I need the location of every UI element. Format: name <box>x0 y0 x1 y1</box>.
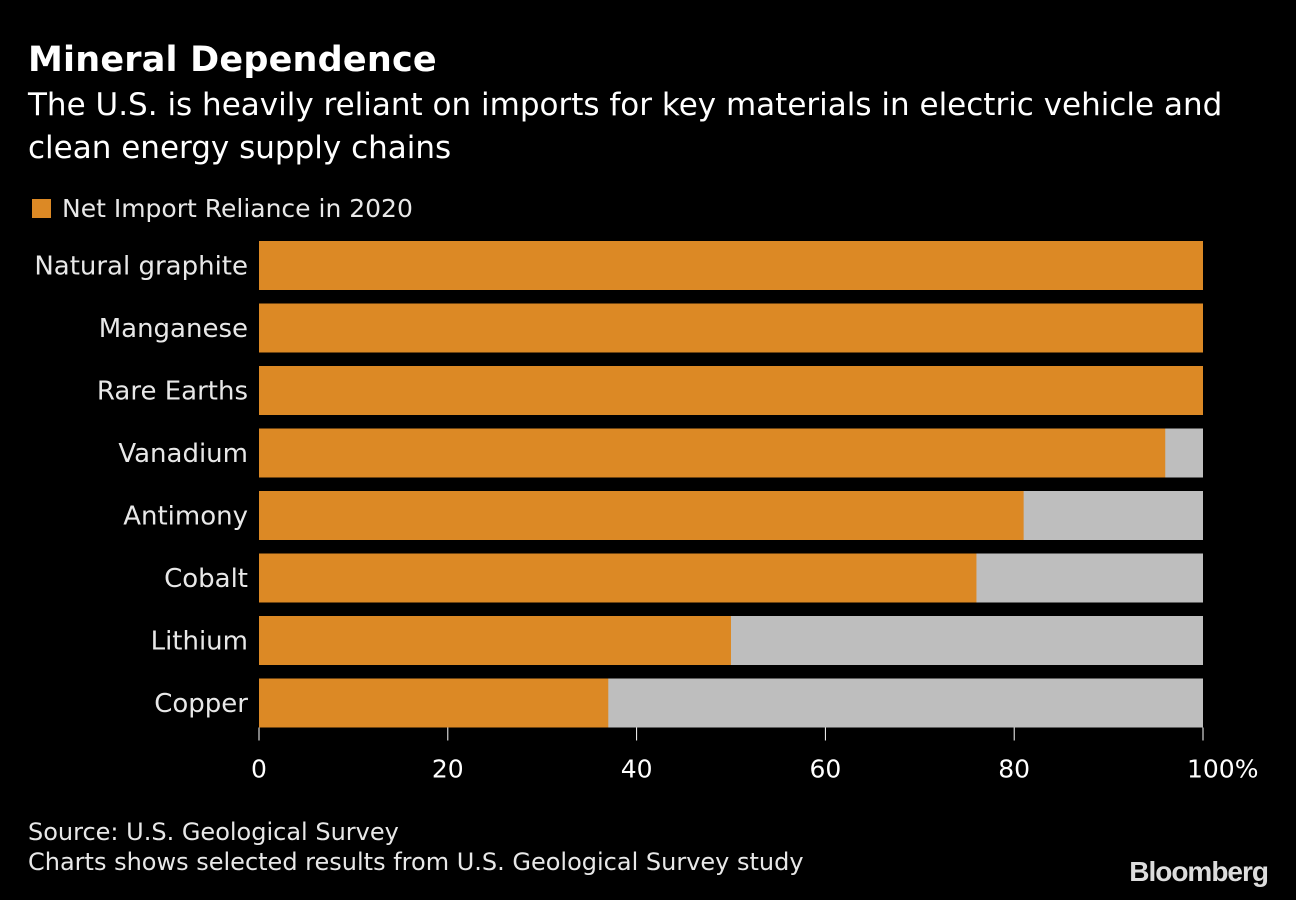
x-tick-label: 40 <box>621 755 653 784</box>
category-label: Lithium <box>151 627 248 657</box>
bar-natural-graphite <box>259 241 1203 290</box>
x-tick-label: 80 <box>998 755 1030 784</box>
x-tick-label: 100% <box>1187 755 1258 784</box>
legend-label: Net Import Reliance in 2020 <box>62 194 413 223</box>
x-tick-label: 0 <box>251 755 267 784</box>
x-tick-label: 20 <box>432 755 464 784</box>
category-label: Rare Earths <box>97 377 248 407</box>
bar-antimony <box>259 491 1024 540</box>
bar-lithium <box>259 616 731 665</box>
x-tick-label: 60 <box>809 755 841 784</box>
category-label: Natural graphite <box>34 252 248 282</box>
bar-rare-earths <box>259 366 1203 415</box>
bar-manganese <box>259 303 1203 353</box>
bar-copper <box>259 678 609 728</box>
legend: Net Import Reliance in 2020 <box>32 194 413 223</box>
source-note: Source: U.S. Geological Survey <box>28 818 399 846</box>
chart-title: Mineral Dependence <box>28 40 437 80</box>
bar-vanadium <box>259 428 1166 478</box>
chart-subtitle: The U.S. is heavily reliant on imports f… <box>28 87 1223 166</box>
category-label: Manganese <box>99 314 248 344</box>
bar-cobalt <box>259 553 977 603</box>
legend-swatch <box>32 199 51 218</box>
category-label: Antimony <box>123 502 248 532</box>
bloomberg-logo: Bloomberg <box>1129 856 1269 887</box>
chart-note: Charts shows selected results from U.S. … <box>28 848 804 876</box>
category-label: Cobalt <box>164 564 248 594</box>
category-label: Vanadium <box>118 439 248 469</box>
category-label: Copper <box>154 689 248 719</box>
